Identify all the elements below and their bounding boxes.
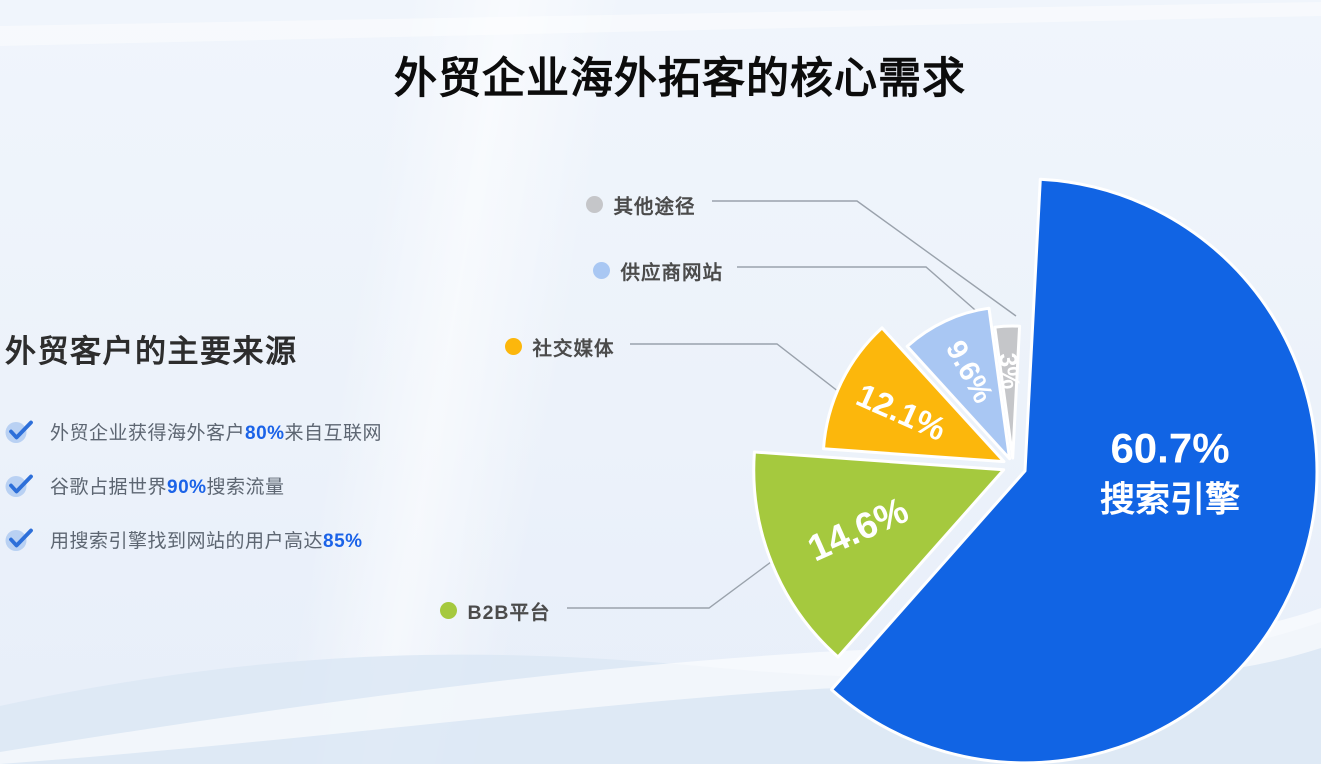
legend-dot-icon bbox=[592, 262, 610, 279]
leader-line-social-media bbox=[630, 343, 840, 393]
pie-slice-social-media[interactable] bbox=[822, 326, 1006, 464]
bullet-highlight: 85% bbox=[323, 530, 363, 552]
check-icon bbox=[5, 420, 33, 443]
page-title: 外贸企业海外拓客的核心需求 bbox=[394, 55, 966, 103]
pie-label-search-engine-line1: 60.7% bbox=[1110, 425, 1229, 472]
leader-line-other-channels bbox=[712, 200, 1017, 317]
left-panel-heading: 外贸客户的主要来源 bbox=[5, 334, 298, 369]
leader-line-supplier-website bbox=[737, 266, 991, 324]
legend-dot-icon bbox=[504, 338, 522, 355]
legend-label: 社交媒体 bbox=[532, 338, 615, 360]
legend-dot-icon bbox=[585, 196, 603, 213]
legend-item-social-media[interactable]: 社交媒体 bbox=[504, 332, 615, 361]
check-icon bbox=[5, 528, 33, 551]
bullet-item-1: 外贸企业获得海外客户80%来自互联网 bbox=[5, 417, 445, 445]
left-panel: 外贸客户的主要来源 外贸企业获得海外客户80%来自互联网 谷歌占据世界90%搜索流… bbox=[5, 326, 445, 579]
legend-dot-icon bbox=[439, 602, 457, 619]
pie-label-search-engine-line2: 搜索引擎 bbox=[1100, 481, 1240, 520]
bullet-item-2: 谷歌占据世界90%搜索流量 bbox=[5, 471, 445, 499]
bullet-text: 谷歌占据世界90%搜索流量 bbox=[50, 476, 285, 498]
pie-slice-other-channels[interactable] bbox=[993, 324, 1022, 460]
legend-label: 供应商网站 bbox=[620, 262, 724, 284]
bullet-text: 用搜索引擎找到网站的用户高达85% bbox=[50, 530, 363, 552]
bullet-highlight: 90% bbox=[167, 476, 207, 498]
pie-slice-supplier-website[interactable] bbox=[905, 306, 1012, 461]
bullet-text: 外贸企业获得海外客户80%来自互联网 bbox=[50, 422, 383, 444]
legend-item-supplier-website[interactable]: 供应商网站 bbox=[592, 256, 724, 285]
bullet-list: 外贸企业获得海外客户80%来自互联网 谷歌占据世界90%搜索流量用搜索引擎找到网站… bbox=[5, 417, 445, 553]
bullet-highlight: 80% bbox=[245, 422, 285, 444]
legend-label: 其他途径 bbox=[613, 196, 696, 218]
leader-line-b2b-platform bbox=[567, 561, 772, 609]
pie-slice-search-engine[interactable] bbox=[830, 177, 1319, 764]
pie-label-other-channels: 3% bbox=[993, 352, 1025, 391]
legend-item-other-channels[interactable]: 其他途径 bbox=[585, 190, 696, 219]
pie-slice-b2b-platform[interactable] bbox=[752, 450, 1006, 659]
legend-label: B2B平台 bbox=[467, 602, 551, 624]
legend-item-b2b-platform[interactable]: B2B平台 bbox=[439, 596, 551, 625]
top-streak bbox=[0, 2, 1321, 46]
check-icon bbox=[5, 474, 33, 497]
bullet-item-3: 用搜索引擎找到网站的用户高达85% bbox=[5, 525, 445, 553]
